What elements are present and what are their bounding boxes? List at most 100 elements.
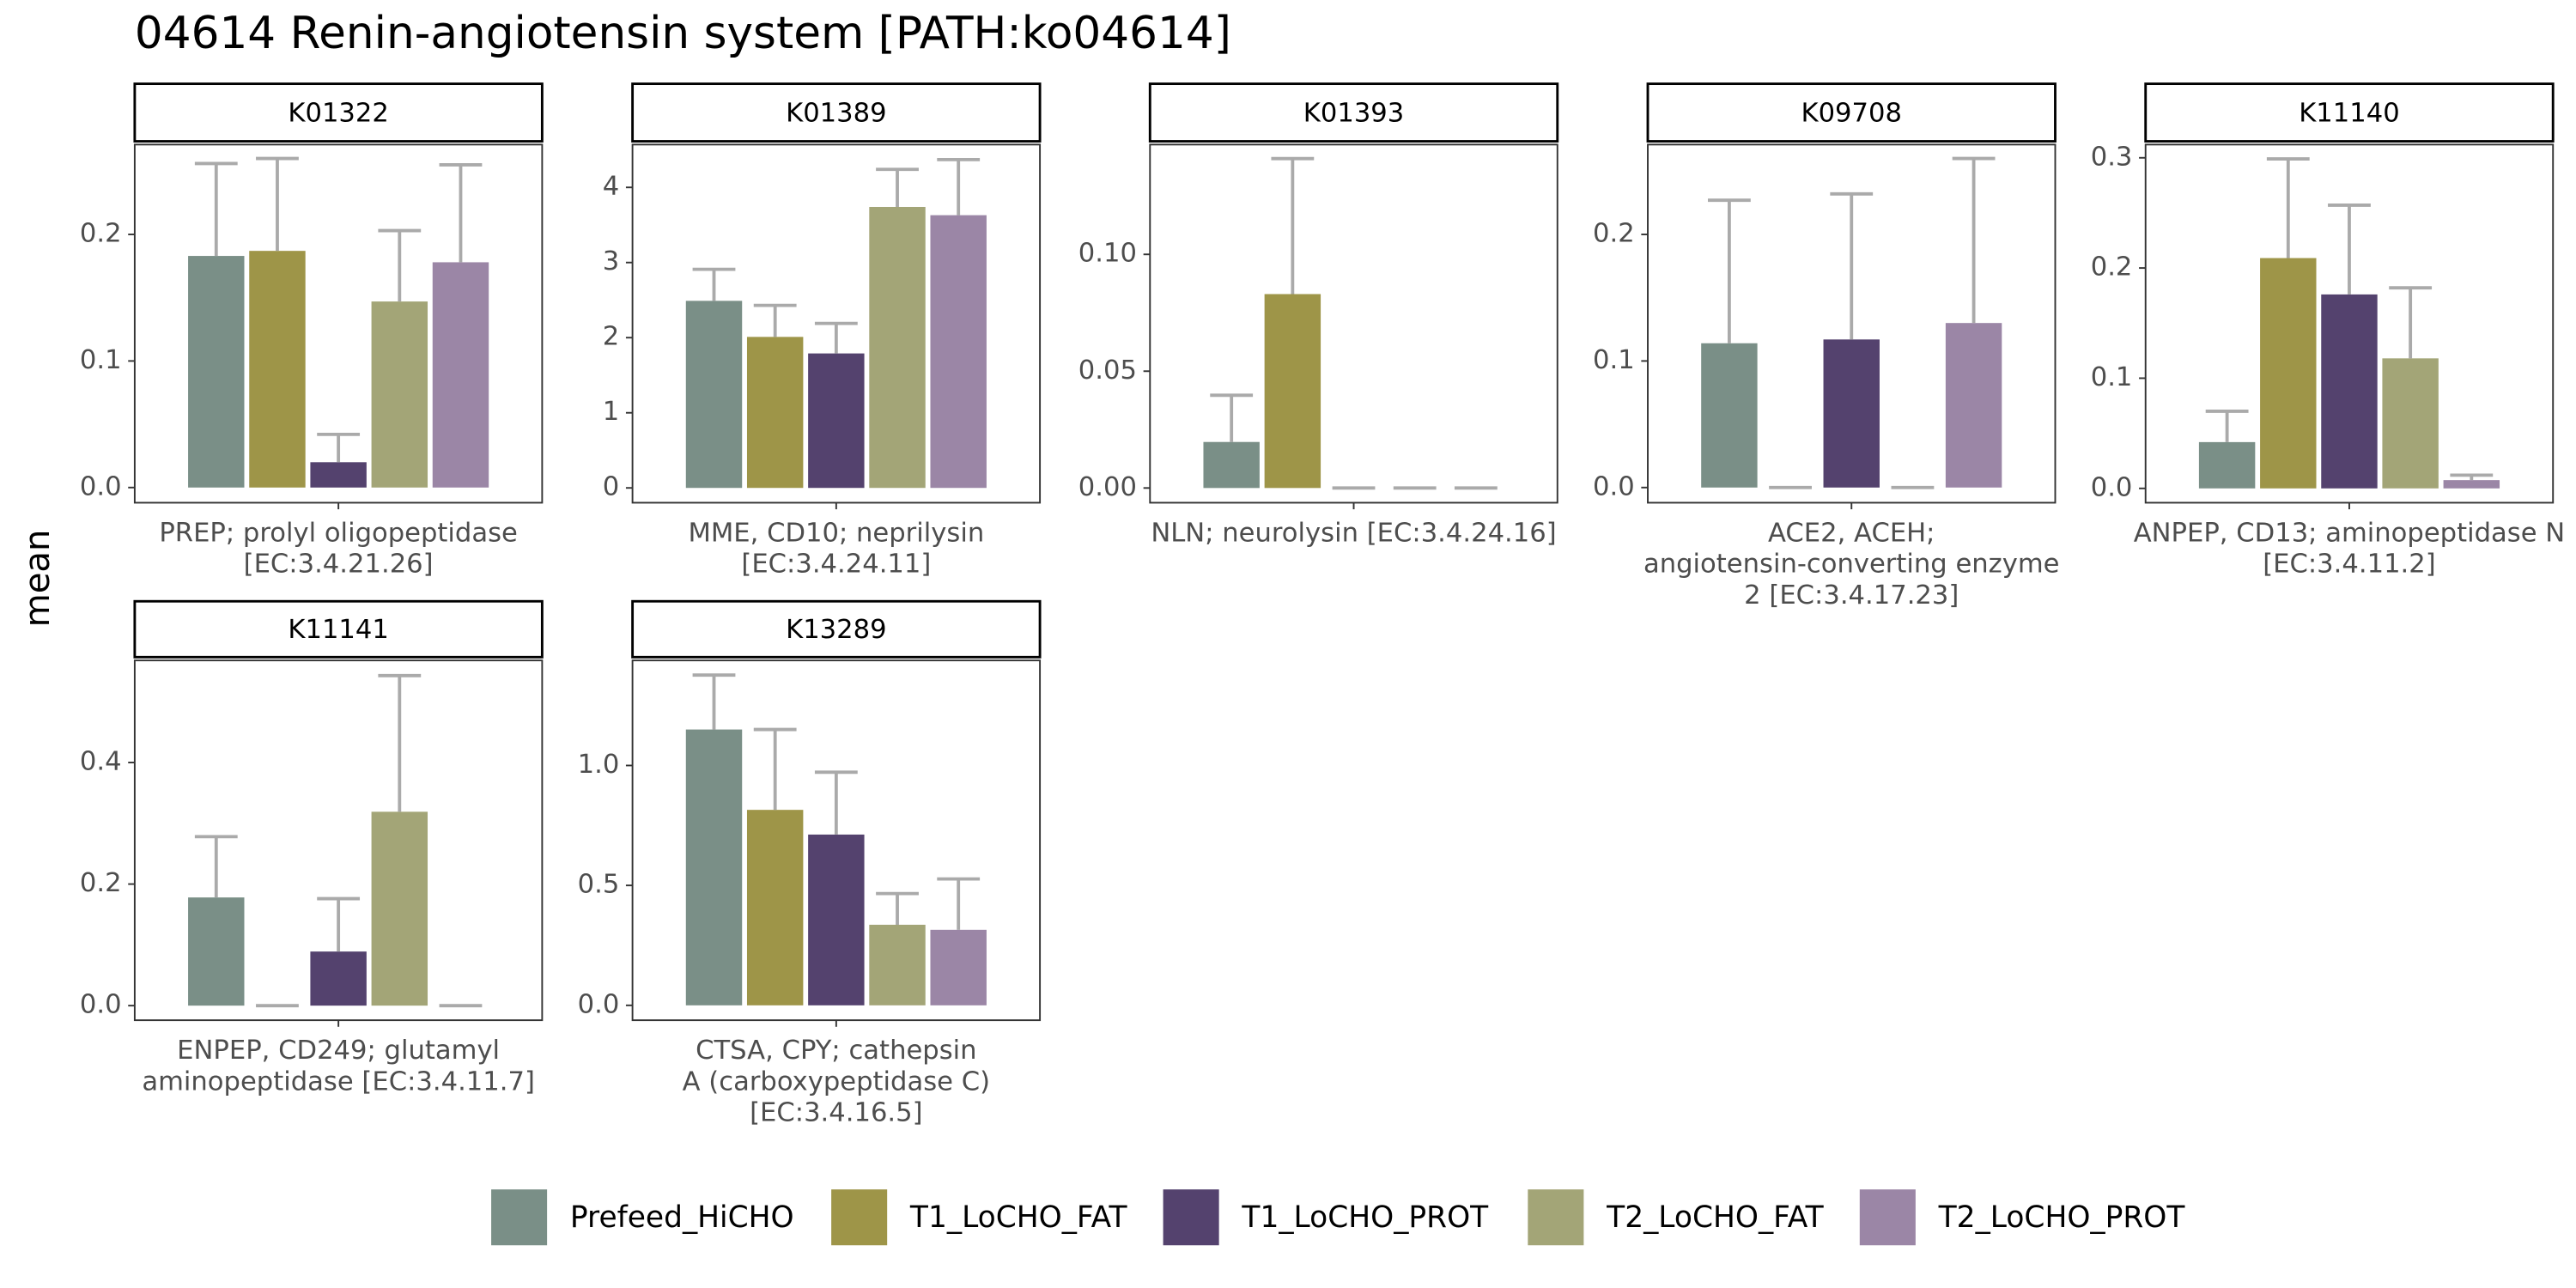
x-axis-label: [EC:3.4.24.11] — [741, 550, 931, 580]
x-axis-label: ANPEP, CD13; aminopeptidase N — [2134, 518, 2565, 548]
error-bar — [814, 321, 858, 354]
error-bar — [692, 673, 736, 730]
bar — [310, 951, 367, 1006]
error-bar — [317, 432, 361, 463]
error-bar — [439, 163, 483, 263]
error-bar — [2450, 473, 2494, 481]
y-tick-label: 2 — [603, 322, 619, 352]
error-bar — [937, 157, 981, 216]
legend-key — [1163, 1189, 1219, 1246]
bar — [432, 262, 489, 488]
legend-label: Prefeed_HiCHO — [570, 1200, 794, 1235]
error-bar — [2205, 410, 2249, 442]
x-axis-label: [EC:3.4.21.26] — [244, 550, 434, 580]
x-axis-label: [EC:3.4.16.5] — [750, 1098, 922, 1128]
error-bar — [194, 835, 238, 898]
panel-title: K11141 — [288, 615, 388, 645]
bar — [685, 729, 743, 1005]
bar — [188, 256, 245, 488]
strip — [631, 82, 1042, 143]
y-tick-label: 0.3 — [2091, 142, 2133, 172]
y-tick-label: 0.4 — [80, 747, 122, 777]
strip — [133, 599, 544, 659]
bar — [2198, 441, 2256, 489]
bar — [930, 215, 987, 489]
y-tick-label: 3 — [603, 246, 619, 276]
y-tick-label: 0.0 — [2091, 472, 2133, 502]
bar — [1823, 339, 1880, 488]
error-bar — [937, 877, 981, 930]
panel-title: K09708 — [1801, 98, 1902, 128]
bar — [1945, 323, 2002, 488]
legend-key — [491, 1189, 548, 1246]
panel-title: K11140 — [2299, 98, 2399, 128]
bar — [1264, 294, 1321, 489]
y-tick-label: 0.2 — [80, 868, 122, 898]
error-bar — [1952, 156, 1996, 324]
y-tick-label: 0.1 — [1593, 345, 1635, 375]
error-bar — [1830, 191, 1874, 340]
error-bar — [876, 891, 919, 925]
x-axis-label: angiotensin-converting enzyme — [1643, 550, 2060, 580]
chart-title: 04614 Renin-angiotensin system [PATH:ko0… — [135, 8, 1231, 59]
bar — [746, 810, 804, 1005]
bar — [371, 811, 428, 1006]
y-tick-label: 0.05 — [1078, 355, 1137, 386]
y-tick-label: 0.1 — [2091, 362, 2133, 392]
bar — [371, 301, 428, 488]
x-axis-label: ENPEP, CD249; glutamyl — [177, 1036, 500, 1066]
bar — [310, 462, 367, 488]
bar — [2321, 294, 2378, 489]
legend-key — [1528, 1189, 1584, 1246]
bar — [746, 337, 804, 489]
strip — [2144, 82, 2555, 143]
error-bar — [753, 727, 797, 811]
y-tick-label: 0.1 — [80, 345, 122, 375]
bar — [2443, 480, 2500, 489]
y-tick-label: 4 — [603, 172, 619, 202]
panel-title: K01393 — [1303, 98, 1404, 128]
strip — [133, 82, 544, 143]
x-axis-label: 2 [EC:3.4.17.23] — [1744, 580, 1959, 611]
x-axis-label: PREP; prolyl oligopeptidase — [159, 518, 518, 548]
panel-title: K01389 — [786, 98, 886, 128]
legend-label: T1_LoCHO_FAT — [909, 1200, 1128, 1235]
strip — [1646, 82, 2057, 143]
bar — [1203, 441, 1260, 489]
y-tick-label: 0.0 — [80, 990, 122, 1020]
y-tick-label: 0.0 — [1593, 471, 1635, 501]
error-bar — [2266, 157, 2310, 258]
bar — [808, 834, 865, 1005]
panel-title: K13289 — [786, 615, 886, 645]
x-axis-label: [EC:3.4.11.2] — [2263, 550, 2435, 580]
bar — [869, 206, 926, 489]
error-bar — [378, 228, 422, 302]
legend-key — [831, 1189, 888, 1246]
y-tick-label: 0.00 — [1078, 472, 1137, 502]
error-bar — [194, 161, 238, 257]
y-tick-label: 0.0 — [578, 989, 620, 1019]
error-bar — [876, 167, 919, 207]
legend-label: T1_LoCHO_PROT — [1241, 1200, 1489, 1235]
x-axis-label: aminopeptidase [EC:3.4.11.7] — [142, 1066, 535, 1097]
y-tick-label: 0.0 — [80, 471, 122, 501]
bar — [188, 897, 245, 1006]
bar — [2260, 258, 2317, 489]
error-bar — [317, 896, 361, 952]
strip — [1148, 82, 1559, 143]
x-axis-label: NLN; neurolysin [EC:3.4.24.16] — [1151, 518, 1556, 548]
panel-title: K01322 — [288, 98, 388, 128]
error-bar — [1210, 393, 1254, 442]
y-tick-label: 1.0 — [578, 750, 620, 780]
x-axis-label: ACE2, ACEH; — [1768, 518, 1935, 548]
y-tick-label: 0.2 — [1593, 219, 1635, 249]
legend-label: T2_LoCHO_PROT — [1938, 1200, 2186, 1235]
panel-border — [631, 659, 1042, 1022]
bar — [2382, 358, 2439, 489]
x-axis-label: CTSA, CPY; cathepsin — [696, 1036, 976, 1066]
y-tick-label: 1 — [603, 397, 619, 427]
legend-label: T2_LoCHO_FAT — [1606, 1200, 1825, 1235]
strip — [631, 599, 1042, 659]
